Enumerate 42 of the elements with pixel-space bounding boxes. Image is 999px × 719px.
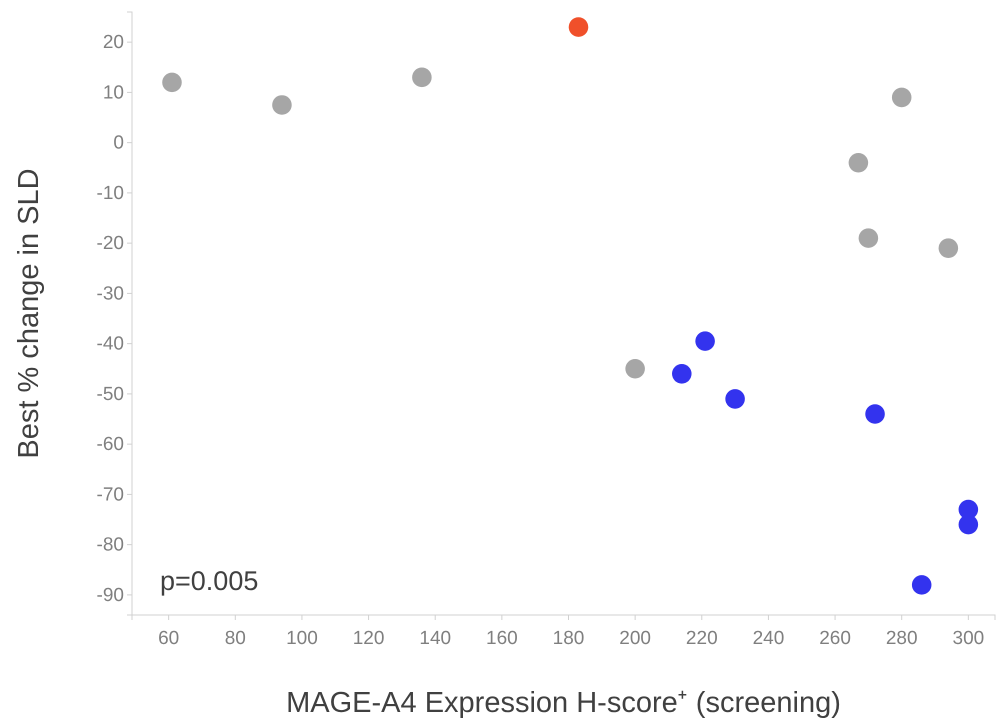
x-tick-label: 140	[419, 628, 452, 649]
x-tick-label: 80	[224, 628, 246, 649]
annotation: p=0.005	[160, 566, 258, 596]
y-tick-label: 10	[102, 82, 124, 104]
point	[848, 152, 868, 173]
x-tick-label: 180	[552, 628, 584, 649]
x-axis-title: MAGE-A4 Expression H-score⁺ (screening)	[286, 687, 841, 719]
point	[272, 95, 292, 115]
point	[412, 68, 432, 88]
point	[725, 389, 745, 409]
y-tick-label: -80	[96, 534, 124, 556]
point	[912, 575, 932, 595]
point	[892, 88, 912, 108]
y-tick-label: 20	[102, 32, 124, 54]
y-tick-label: -70	[96, 484, 124, 506]
point	[938, 238, 958, 258]
y-tick-label: -40	[96, 334, 124, 355]
y-tick-label: -10	[96, 182, 124, 204]
y-tick-label: 0	[113, 132, 124, 154]
point	[625, 359, 645, 379]
y-axis-title: Best % change in SLD	[13, 168, 45, 459]
point	[672, 364, 692, 384]
y-tick-label: -30	[96, 283, 124, 304]
x-tick-label: 100	[286, 628, 318, 649]
x-tick-label: 240	[752, 628, 784, 649]
y-tick-label: -90	[96, 584, 124, 606]
x-tick-label: 120	[352, 628, 384, 649]
x-tick-label: 160	[486, 628, 518, 649]
point	[568, 17, 588, 37]
x-tick-label: 260	[819, 628, 851, 649]
x-tick-label: 60	[158, 628, 180, 649]
point	[162, 72, 182, 92]
x-tick-label: 280	[886, 628, 918, 649]
point	[858, 228, 878, 248]
point	[695, 331, 715, 351]
y-tick-label: -50	[96, 384, 124, 405]
point	[865, 404, 885, 424]
x-tick-label: 220	[686, 628, 718, 649]
y-tick-label: -20	[96, 233, 124, 254]
x-tick-label: 200	[619, 628, 651, 649]
y-tick-label: -60	[96, 434, 124, 456]
x-tick-label: 300	[952, 628, 984, 649]
